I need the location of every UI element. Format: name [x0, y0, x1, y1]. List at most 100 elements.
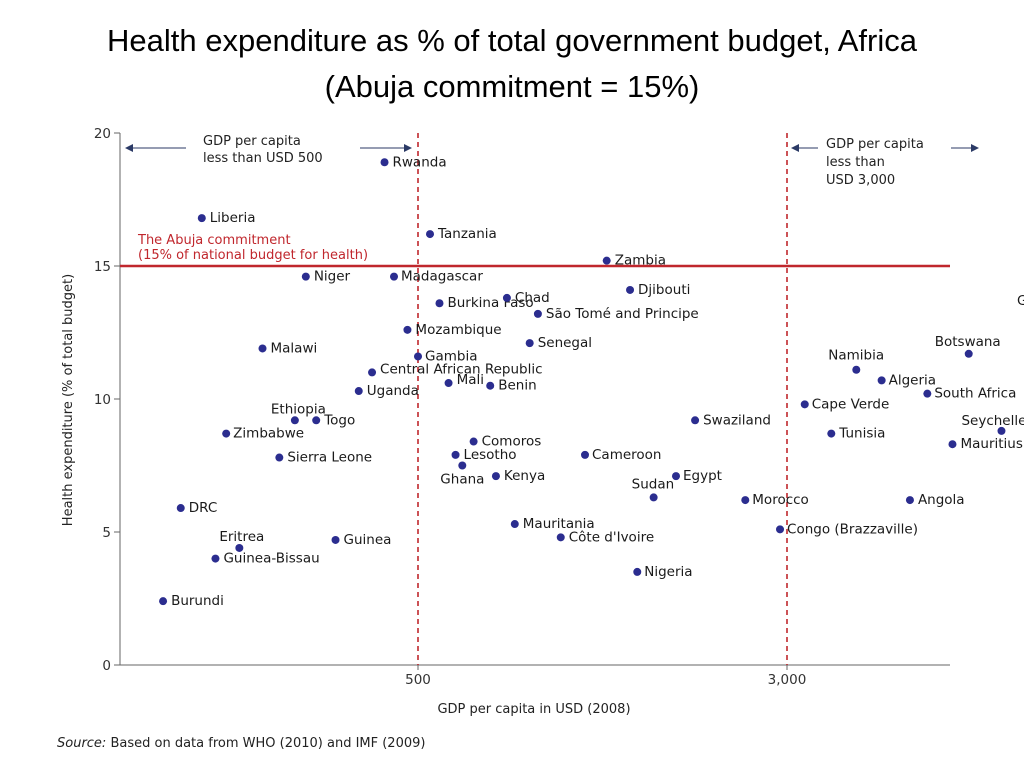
label-cape-verde: Cape Verde [812, 396, 890, 412]
point-togo [312, 416, 321, 425]
label-gambia: Gambia [425, 348, 477, 364]
title-line-1: Health expenditure as % of total governm… [107, 23, 917, 58]
label-chad: Chad [515, 290, 550, 306]
source-text: Based on data from WHO (2010) and IMF (2… [110, 736, 426, 751]
slide-title: Health expenditure as % of total governm… [0, 18, 1024, 110]
point-algeria [877, 376, 886, 385]
y-tick-label: 10 [94, 392, 111, 408]
abuja-label-line-2: (15% of national budget for health) [138, 248, 368, 263]
point-djibouti [626, 285, 635, 294]
right-annotation-line-2: less than [826, 155, 885, 170]
point-uganda [354, 387, 363, 396]
label-seychelles: Seychelles [961, 413, 1024, 429]
label-mauritius: Mauritius [960, 436, 1022, 452]
label-gabon: Gabon [1017, 293, 1024, 309]
label-algeria: Algeria [889, 372, 936, 388]
y-axis-title: Health expenditure (% of total budget) [61, 274, 76, 526]
label-sierra-leone: Sierra Leone [287, 450, 372, 466]
label-lesotho: Lesotho [464, 447, 517, 463]
label-sao-tome-and-principe: São Tomé and Principe [546, 306, 699, 322]
label-liberia: Liberia [210, 210, 256, 226]
point-central-african-republic [368, 368, 377, 377]
label-zambia: Zambia [615, 253, 666, 269]
label-rwanda: Rwanda [393, 154, 447, 170]
point-chad [502, 293, 511, 302]
point-morocco [741, 496, 750, 505]
label-guinea-bissau: Guinea-Bissau [223, 551, 319, 567]
point-ghana [458, 461, 467, 470]
point-mozambique [403, 325, 412, 334]
label-angola: Angola [918, 492, 965, 508]
label-tanzania: Tanzania [437, 226, 497, 242]
point-mauritius [948, 440, 957, 449]
point-niger [301, 272, 310, 281]
abuja-label-line-1: The Abuja commitment [137, 233, 291, 248]
point-namibia [852, 365, 861, 374]
label-cameroon: Cameroon [592, 447, 661, 463]
label-burkina-faso: Burkina Faso [447, 295, 533, 311]
label-namibia: Namibia [828, 348, 884, 364]
label-tunisia: Tunisia [838, 426, 885, 442]
label-sudan: Sudan [632, 476, 675, 492]
point-congo-brazzaville [776, 525, 785, 534]
label-guinea: Guinea [344, 532, 392, 548]
label-zimbabwe: Zimbabwe [233, 426, 304, 442]
label-mali: Mali [457, 372, 484, 388]
point-egypt [671, 472, 680, 481]
point-malawi [258, 344, 267, 353]
label-comoros: Comoros [482, 434, 542, 450]
point-cape-verde [800, 400, 809, 409]
label-togo: Togo [323, 412, 355, 428]
label-senegal: Senegal [538, 335, 592, 351]
point-tanzania [426, 230, 435, 239]
point-zimbabwe [222, 429, 231, 438]
point-nigeria [633, 567, 642, 576]
y-tick-label: 20 [94, 126, 111, 142]
point-benin [486, 381, 495, 390]
label-botswana: Botswana [935, 334, 1001, 350]
label-mozambique: Mozambique [415, 322, 501, 338]
x-tick-label: 500 [405, 672, 431, 688]
y-tick-label: 0 [102, 658, 111, 674]
title-line-2: (Abuja commitment = 15%) [324, 69, 700, 104]
label-ethiopia: Ethiopia [271, 401, 326, 417]
point-swaziland [691, 416, 700, 425]
source-note: Source: Based on data from WHO (2010) an… [57, 736, 425, 751]
point-sierra-leone [275, 453, 284, 462]
point-burundi [159, 597, 168, 606]
left-annotation-line-2: less than USD 500 [203, 151, 323, 166]
point-lesotho [451, 450, 460, 459]
point-guinea-bissau [211, 554, 220, 563]
left-annotation-line-1: GDP per capita [203, 134, 301, 149]
point-zambia [602, 256, 611, 265]
label-djibouti: Djibouti [638, 282, 690, 298]
label-cote-d-ivoire: Côte d'Ivoire [569, 529, 654, 545]
label-drc: DRC [189, 500, 218, 516]
label-burundi: Burundi [171, 593, 224, 609]
right-annotation-line-3: USD 3,000 [826, 173, 895, 188]
right-annotation-line-1: GDP per capita [826, 137, 924, 152]
label-uganda: Uganda [367, 383, 419, 399]
label-egypt: Egypt [683, 468, 722, 484]
point-angola [905, 496, 914, 505]
point-mauritania [510, 520, 519, 529]
label-kenya: Kenya [504, 468, 545, 484]
point-mali [444, 379, 453, 388]
point-tunisia [827, 429, 836, 438]
label-nigeria: Nigeria [644, 564, 692, 580]
point-rwanda [380, 158, 389, 167]
y-tick-label: 5 [102, 525, 111, 541]
point-south-africa [923, 389, 932, 398]
label-niger: Niger [314, 269, 351, 285]
point-guinea [331, 535, 340, 544]
point-kenya [491, 472, 500, 481]
label-central-african-republic: Central African Republic [380, 361, 542, 377]
x-axis-title: GDP per capita in USD (2008) [437, 702, 630, 717]
label-madagascar: Madagascar [401, 269, 483, 285]
point-sao-tome-and-principe [533, 309, 542, 318]
label-mauritania: Mauritania [523, 516, 595, 532]
label-congo-brazzaville: Congo (Brazzaville) [787, 521, 918, 537]
point-drc [176, 504, 185, 513]
point-gambia [414, 352, 422, 361]
